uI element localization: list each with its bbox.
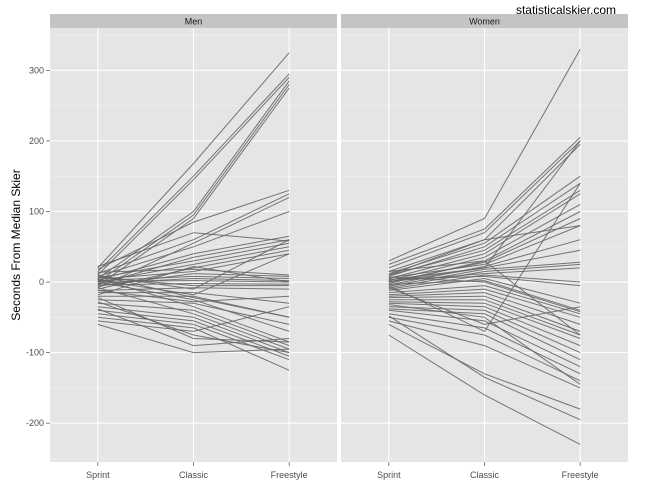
- series-line-men-22: [97, 287, 290, 291]
- series-line-men-30: [97, 302, 290, 347]
- series-line-men-45: [97, 301, 290, 354]
- panel-men: Men Sprint Classic Freestyle: [50, 14, 337, 480]
- series-line-women-6: [388, 189, 581, 276]
- series-line-men-19: [97, 280, 290, 283]
- series-line-women-36: [388, 334, 581, 445]
- y-tick-label: 300: [29, 65, 44, 75]
- series-line-women-39: [388, 140, 581, 283]
- series-line-men-29: [97, 278, 290, 343]
- x-tick-label-women-sprint: Sprint: [377, 470, 401, 480]
- series-line-men-36: [97, 306, 290, 332]
- watermark: statisticalskier.com: [515, 3, 616, 17]
- series-line-men-1: [97, 73, 290, 272]
- series-line-women-14: [388, 261, 581, 287]
- series-line-women-34: [388, 320, 581, 389]
- series-line-women-32: [388, 313, 581, 375]
- series-line-men-12: [97, 242, 290, 279]
- series-line-women-28: [388, 302, 581, 347]
- series-line-men-17: [97, 275, 290, 282]
- series-line-men-33: [97, 309, 290, 357]
- series-line-women-11: [388, 225, 581, 279]
- y-tick-label: -200: [26, 418, 44, 428]
- panel-women: Women Sprint Classic Freestyle: [341, 14, 628, 480]
- series-line-men-11: [97, 239, 290, 285]
- x-tick-label-women-freestyle: Freestyle: [562, 470, 599, 480]
- strip-men-label: Men: [185, 17, 203, 27]
- series-line-women-2: [388, 140, 581, 269]
- series-line-men-5: [97, 87, 290, 287]
- series-line-men-28: [97, 299, 290, 325]
- series-line-women-7: [388, 193, 581, 279]
- y-tick-label: -100: [26, 348, 44, 358]
- series-line-men-0: [97, 52, 290, 269]
- series-line-women-19: [388, 277, 581, 304]
- x-tick-label-men-freestyle: Freestyle: [271, 470, 308, 480]
- series-line-men-44: [97, 232, 290, 267]
- series-line-women-24: [388, 292, 581, 325]
- x-tick-label-men-sprint: Sprint: [86, 470, 110, 480]
- series-line-men-24: [97, 292, 290, 304]
- strip-women-bg: [341, 14, 628, 28]
- series-line-women-23: [388, 288, 581, 318]
- series-line-women-22: [388, 285, 581, 315]
- strip-women-label: Women: [469, 17, 500, 27]
- series-line-men-8: [97, 196, 290, 289]
- series-line-women-38: [388, 183, 581, 333]
- series-line-men-37: [97, 323, 290, 354]
- series-line-women-27: [388, 301, 581, 339]
- series-line-women-42: [388, 260, 581, 336]
- series-line-women-30: [388, 308, 581, 361]
- series-line-women-40: [388, 225, 581, 276]
- series-line-women-20: [388, 280, 581, 311]
- series-line-women-15: [388, 263, 581, 289]
- series-line-men-6: [97, 189, 290, 270]
- series-line-men-23: [97, 239, 290, 290]
- series-line-women-1: [388, 137, 581, 265]
- strip-men-bg: [50, 14, 337, 28]
- y-tick-label: 200: [29, 136, 44, 146]
- series-line-men-3: [97, 80, 290, 279]
- series-line-men-43: [97, 265, 290, 296]
- series-line-men-41: [97, 274, 290, 318]
- series-line-women-41: [388, 287, 581, 325]
- series-line-women-17: [388, 274, 581, 290]
- series-line-men-18: [97, 277, 290, 284]
- y-axis-label: Seconds From Median Skier: [9, 169, 23, 320]
- x-tick-label-women-classic: Classic: [470, 470, 500, 480]
- series-line-women-0: [388, 48, 581, 262]
- series-line-women-37: [388, 315, 581, 421]
- series-line-women-29: [388, 306, 581, 354]
- series-line-men-15: [97, 253, 290, 280]
- series-line-men-9: [97, 211, 290, 277]
- series-line-men-4: [97, 84, 290, 283]
- x-tick-label-men-classic: Classic: [179, 470, 209, 480]
- series-line-men-39: [97, 297, 290, 343]
- series-line-women-35: [388, 323, 581, 410]
- y-tick-label: 100: [29, 206, 44, 216]
- series-line-women-33: [388, 316, 581, 382]
- series-line-men-34: [97, 313, 290, 361]
- series-line-men-7: [97, 193, 290, 275]
- series-line-men-31: [97, 287, 290, 350]
- y-tick-label: 0: [39, 277, 44, 287]
- series-line-women-21: [388, 276, 581, 313]
- series-line-women-43: [388, 304, 581, 385]
- series-line-men-2: [97, 77, 290, 276]
- series-line-men-40: [97, 290, 290, 303]
- series-line-women-31: [388, 309, 581, 368]
- series-line-women-25: [388, 295, 581, 332]
- series-line-men-42: [97, 268, 290, 276]
